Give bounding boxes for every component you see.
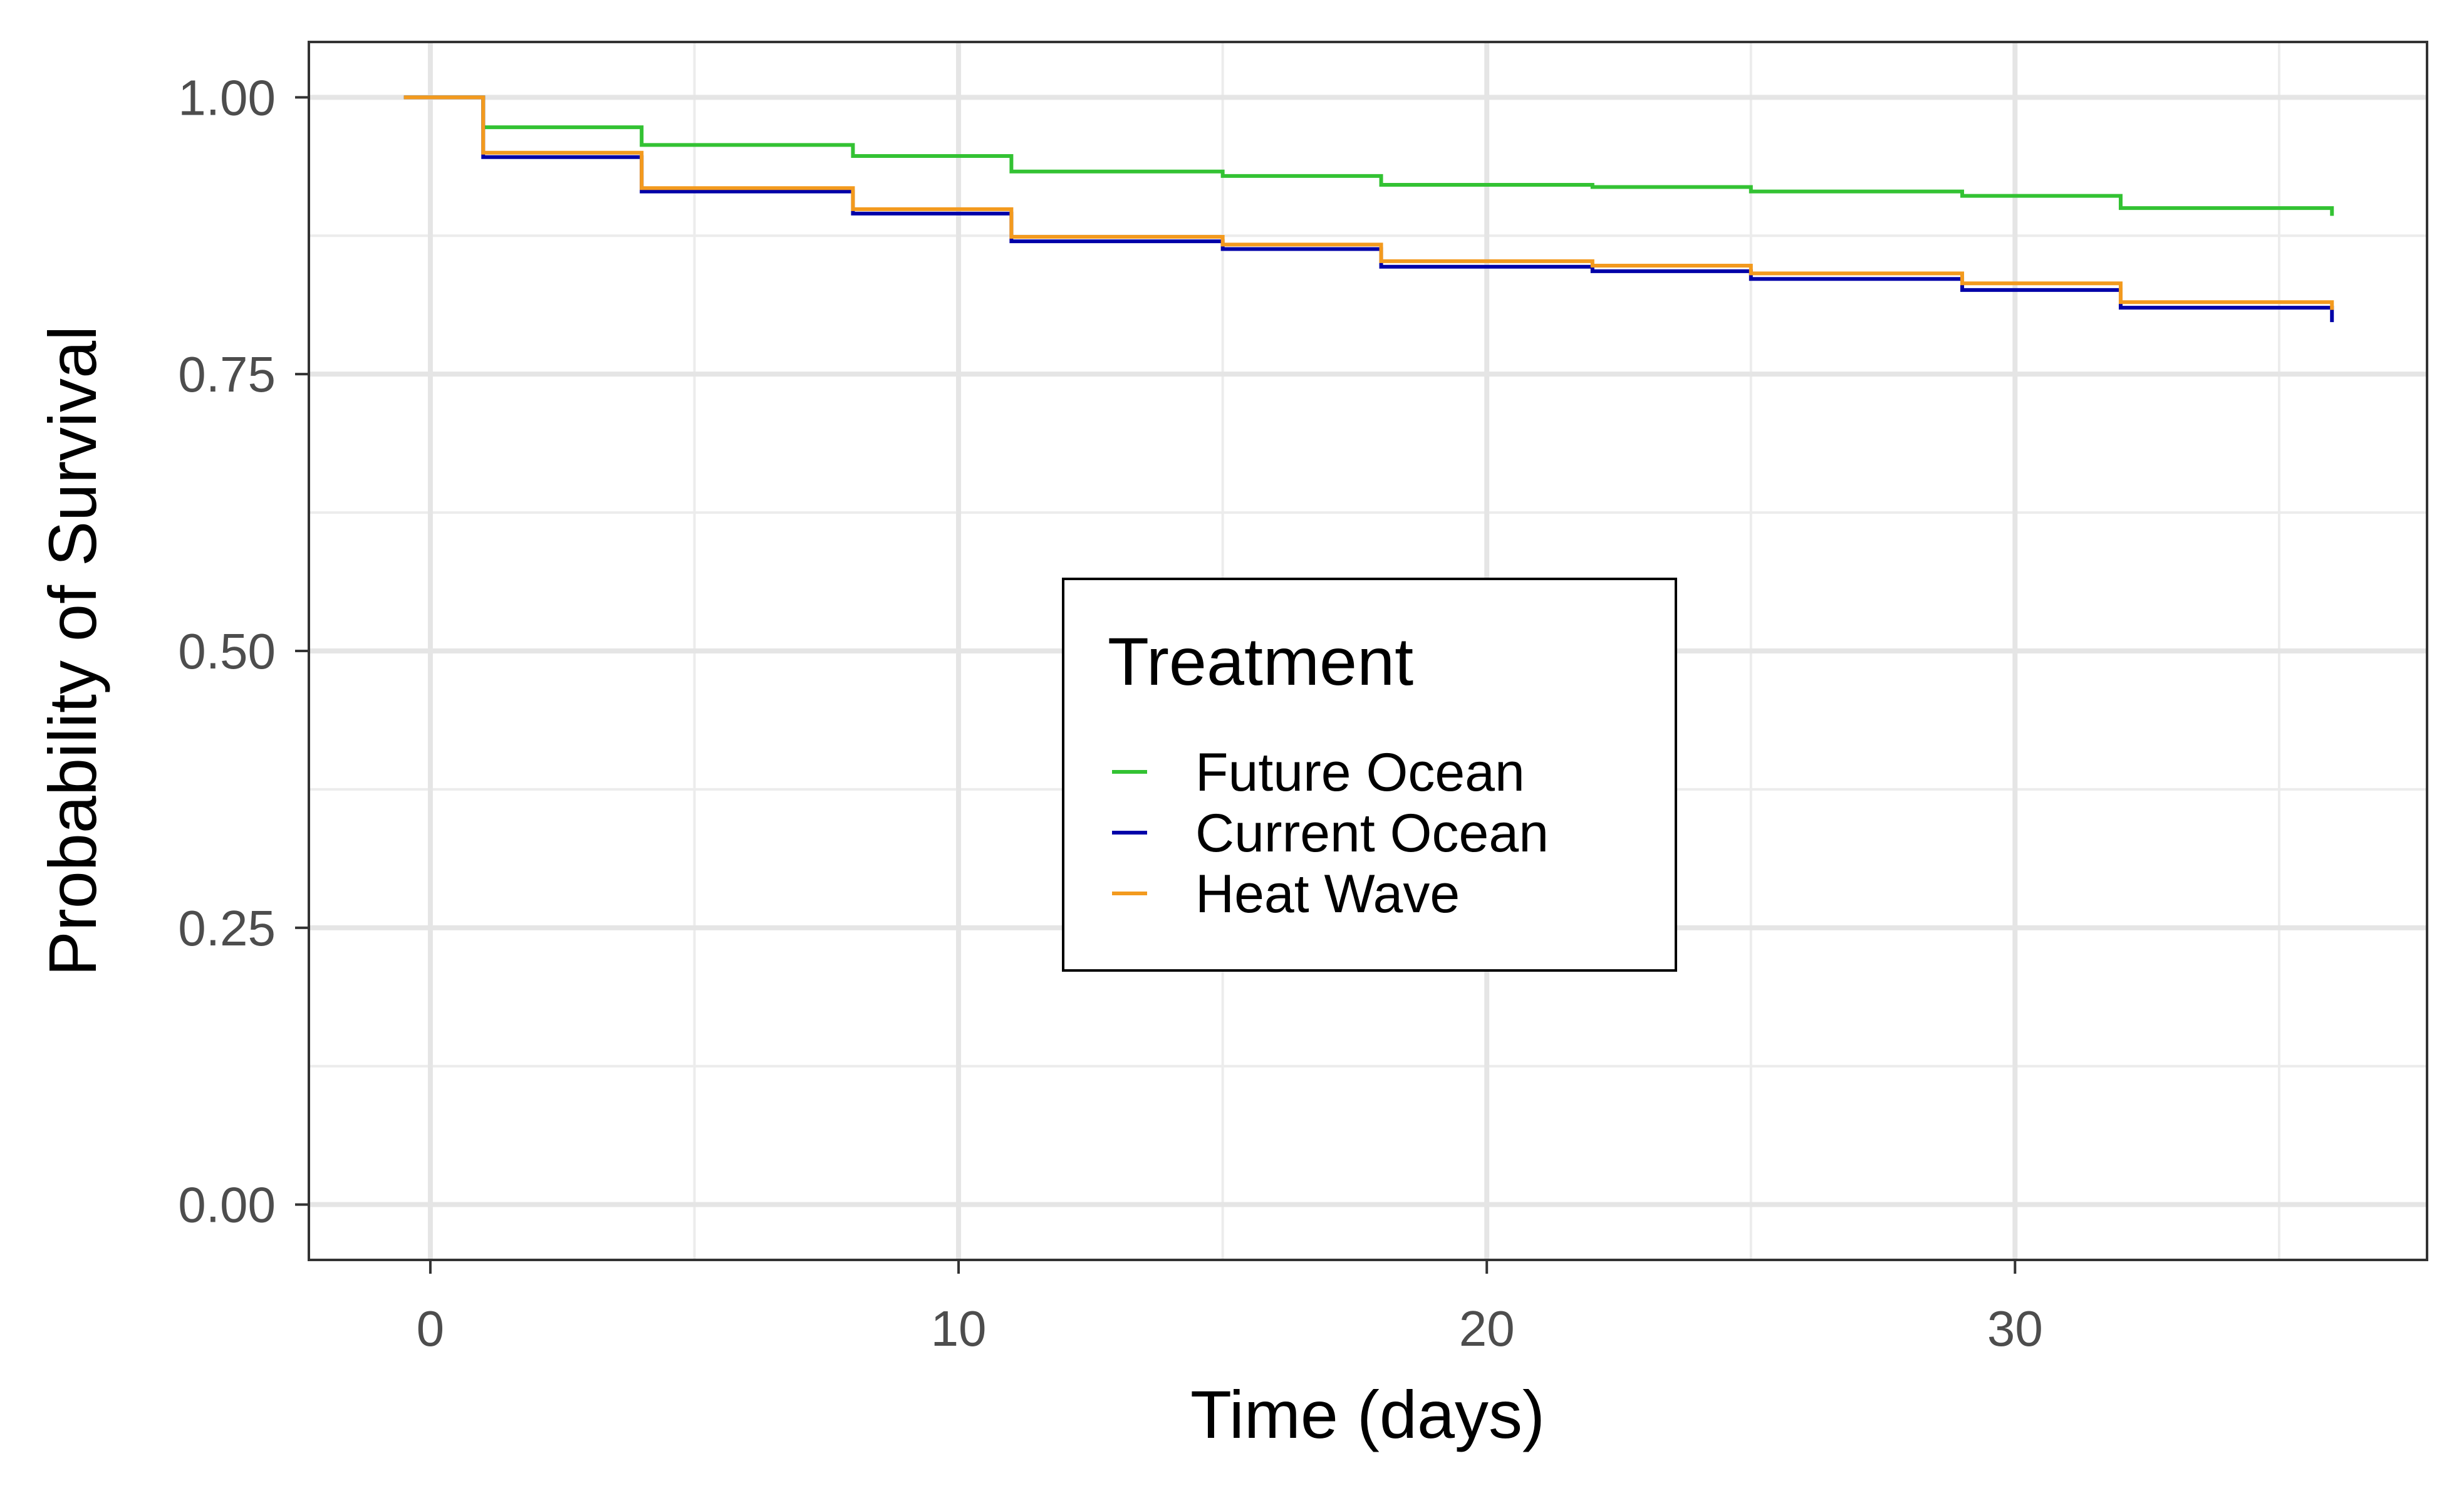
y-tick-label: 0.75 <box>178 346 276 402</box>
x-tick-label: 20 <box>1459 1301 1515 1356</box>
x-tick-label: 10 <box>931 1301 987 1356</box>
x-axis-title: Time (days) <box>1190 1376 1545 1452</box>
x-tick-label: 30 <box>1987 1301 2043 1356</box>
y-axis-title: Probability of Survival <box>34 326 110 976</box>
y-tick-label: 0.25 <box>178 900 276 956</box>
legend-label-heat-wave: Heat Wave <box>1195 864 1460 924</box>
legend-box <box>1062 578 1677 972</box>
series-line-future-ocean <box>403 95 2334 216</box>
y-tick-label: 1.00 <box>178 70 276 125</box>
legend-label-future-ocean: Future Ocean <box>1195 742 1525 803</box>
legend-label-current-ocean: Current Ocean <box>1195 803 1549 863</box>
y-axis-ticks: 0.00 0.25 0.50 0.75 1.00 <box>178 70 309 1233</box>
legend-title: Treatment <box>1108 623 1413 699</box>
series-line-heat-wave <box>403 95 2334 310</box>
x-tick-label: 0 <box>417 1301 445 1356</box>
y-tick-label: 0.50 <box>178 623 276 679</box>
x-axis-ticks: 0 10 20 30 <box>417 1260 2043 1356</box>
y-tick-label: 0.00 <box>178 1177 276 1233</box>
series-layer <box>403 95 2334 323</box>
